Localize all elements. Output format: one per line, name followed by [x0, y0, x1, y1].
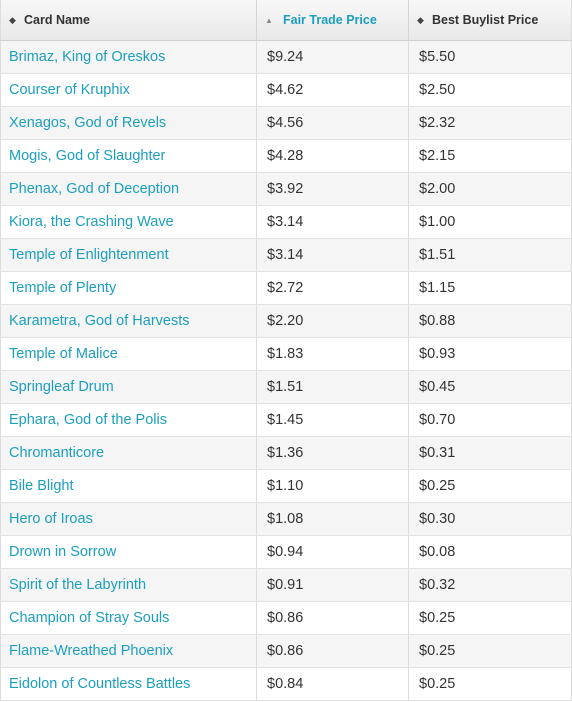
sort-both-icon: ◆	[9, 14, 16, 25]
fair-trade-price-cell: $1.83	[256, 337, 409, 371]
best-buylist-price-cell: $0.88	[408, 304, 572, 338]
table-row: Spirit of the Labyrinth $0.91 $0.32	[0, 568, 572, 602]
card-name-link[interactable]: Temple of Malice	[0, 337, 257, 371]
fair-trade-price-cell: $4.28	[256, 139, 409, 173]
table-row: Chromanticore $1.36 $0.31	[0, 436, 572, 470]
table-row: Springleaf Drum $1.51 $0.45	[0, 370, 572, 404]
card-name-link[interactable]: Drown in Sorrow	[0, 535, 257, 569]
table-row: Drown in Sorrow $0.94 $0.08	[0, 535, 572, 569]
header-fair-trade-price-label: Fair Trade Price	[283, 12, 377, 27]
table-row: Temple of Malice $1.83 $0.93	[0, 337, 572, 371]
card-name-link[interactable]: Eidolon of Countless Battles	[0, 667, 257, 701]
header-best-buylist-price-label: Best Buylist Price	[432, 12, 539, 27]
table-row: Kiora, the Crashing Wave $3.14 $1.00	[0, 205, 572, 239]
best-buylist-price-cell: $0.45	[408, 370, 572, 404]
best-buylist-price-cell: $1.00	[408, 205, 572, 239]
table-header: ◆ Card Name ▲ Fair Trade Price ◆ Best Buyli…	[0, 0, 572, 41]
fair-trade-price-cell: $1.51	[256, 370, 409, 404]
table-row: Courser of Kruphix $4.62 $2.50	[0, 73, 572, 107]
header-card-name[interactable]: ◆ Card Name	[0, 0, 257, 41]
best-buylist-price-cell: $0.70	[408, 403, 572, 437]
sort-both-icon: ◆	[417, 14, 424, 25]
table-row: Hero of Iroas $1.08 $0.30	[0, 502, 572, 536]
table-body: Brimaz, King of Oreskos $9.24 $5.50 Courser…	[0, 40, 572, 701]
table-row: Karametra, God of Harvests $2.20 $0.88	[0, 304, 572, 338]
header-row: ◆ Card Name ▲ Fair Trade Price ◆ Best Buyli…	[0, 0, 572, 41]
table-row: Flame-Wreathed Phoenix $0.86 $0.25	[0, 634, 572, 668]
fair-trade-price-cell: $1.10	[256, 469, 409, 503]
fair-trade-price-cell: $3.92	[256, 172, 409, 206]
best-buylist-price-cell: $1.51	[408, 238, 572, 272]
best-buylist-price-cell: $2.50	[408, 73, 572, 107]
card-name-link[interactable]: Ephara, God of the Polis	[0, 403, 257, 437]
fair-trade-price-cell: $9.24	[256, 40, 409, 74]
fair-trade-price-cell: $0.86	[256, 601, 409, 635]
best-buylist-price-cell: $0.25	[408, 634, 572, 668]
card-name-link[interactable]: Hero of Iroas	[0, 502, 257, 536]
fair-trade-price-cell: $1.08	[256, 502, 409, 536]
card-name-link[interactable]: Spirit of the Labyrinth	[0, 568, 257, 602]
header-best-buylist-price[interactable]: ◆ Best Buylist Price	[408, 0, 572, 41]
card-name-link[interactable]: Karametra, God of Harvests	[0, 304, 257, 338]
fair-trade-price-cell: $1.36	[256, 436, 409, 470]
card-name-link[interactable]: Temple of Plenty	[0, 271, 257, 305]
best-buylist-price-cell: $0.25	[408, 667, 572, 701]
best-buylist-price-cell: $0.08	[408, 535, 572, 569]
best-buylist-price-cell: $0.31	[408, 436, 572, 470]
fair-trade-price-cell: $0.84	[256, 667, 409, 701]
best-buylist-price-cell: $0.25	[408, 469, 572, 503]
table-row: Temple of Plenty $2.72 $1.15	[0, 271, 572, 305]
card-name-link[interactable]: Brimaz, King of Oreskos	[0, 40, 257, 74]
fair-trade-price-cell: $0.86	[256, 634, 409, 668]
card-name-link[interactable]: Champion of Stray Souls	[0, 601, 257, 635]
card-name-link[interactable]: Chromanticore	[0, 436, 257, 470]
card-name-link[interactable]: Kiora, the Crashing Wave	[0, 205, 257, 239]
header-fair-trade-price[interactable]: ▲ Fair Trade Price	[256, 0, 409, 41]
fair-trade-price-cell: $4.56	[256, 106, 409, 140]
best-buylist-price-cell: $2.15	[408, 139, 572, 173]
fair-trade-price-cell: $0.94	[256, 535, 409, 569]
fair-trade-price-cell: $4.62	[256, 73, 409, 107]
fair-trade-price-cell: $2.20	[256, 304, 409, 338]
fair-trade-price-cell: $0.91	[256, 568, 409, 602]
best-buylist-price-cell: $2.00	[408, 172, 572, 206]
best-buylist-price-cell: $0.32	[408, 568, 572, 602]
best-buylist-price-cell: $0.93	[408, 337, 572, 371]
header-card-name-label: Card Name	[24, 12, 90, 27]
fair-trade-price-cell: $2.72	[256, 271, 409, 305]
best-buylist-price-cell: $0.25	[408, 601, 572, 635]
table-row: Champion of Stray Souls $0.86 $0.25	[0, 601, 572, 635]
table-row: Bile Blight $1.10 $0.25	[0, 469, 572, 503]
fair-trade-price-cell: $3.14	[256, 205, 409, 239]
table-row: Temple of Enlightenment $3.14 $1.51	[0, 238, 572, 272]
card-name-link[interactable]: Mogis, God of Slaughter	[0, 139, 257, 173]
card-name-link[interactable]: Temple of Enlightenment	[0, 238, 257, 272]
card-name-link[interactable]: Phenax, God of Deception	[0, 172, 257, 206]
card-name-link[interactable]: Flame-Wreathed Phoenix	[0, 634, 257, 668]
best-buylist-price-cell: $5.50	[408, 40, 572, 74]
best-buylist-price-cell: $0.30	[408, 502, 572, 536]
table-row: Phenax, God of Deception $3.92 $2.00	[0, 172, 572, 206]
card-name-link[interactable]: Courser of Kruphix	[0, 73, 257, 107]
table-row: Mogis, God of Slaughter $4.28 $2.15	[0, 139, 572, 173]
fair-trade-price-cell: $1.45	[256, 403, 409, 437]
sort-asc-icon: ▲	[265, 15, 273, 25]
table-row: Xenagos, God of Revels $4.56 $2.32	[0, 106, 572, 140]
best-buylist-price-cell: $2.32	[408, 106, 572, 140]
card-name-link[interactable]: Springleaf Drum	[0, 370, 257, 404]
table-row: Brimaz, King of Oreskos $9.24 $5.50	[0, 40, 572, 74]
fair-trade-price-cell: $3.14	[256, 238, 409, 272]
card-name-link[interactable]: Xenagos, God of Revels	[0, 106, 257, 140]
card-name-link[interactable]: Bile Blight	[0, 469, 257, 503]
table-row: Ephara, God of the Polis $1.45 $0.70	[0, 403, 572, 437]
best-buylist-price-cell: $1.15	[408, 271, 572, 305]
table-row: Eidolon of Countless Battles $0.84 $0.25	[0, 667, 572, 701]
